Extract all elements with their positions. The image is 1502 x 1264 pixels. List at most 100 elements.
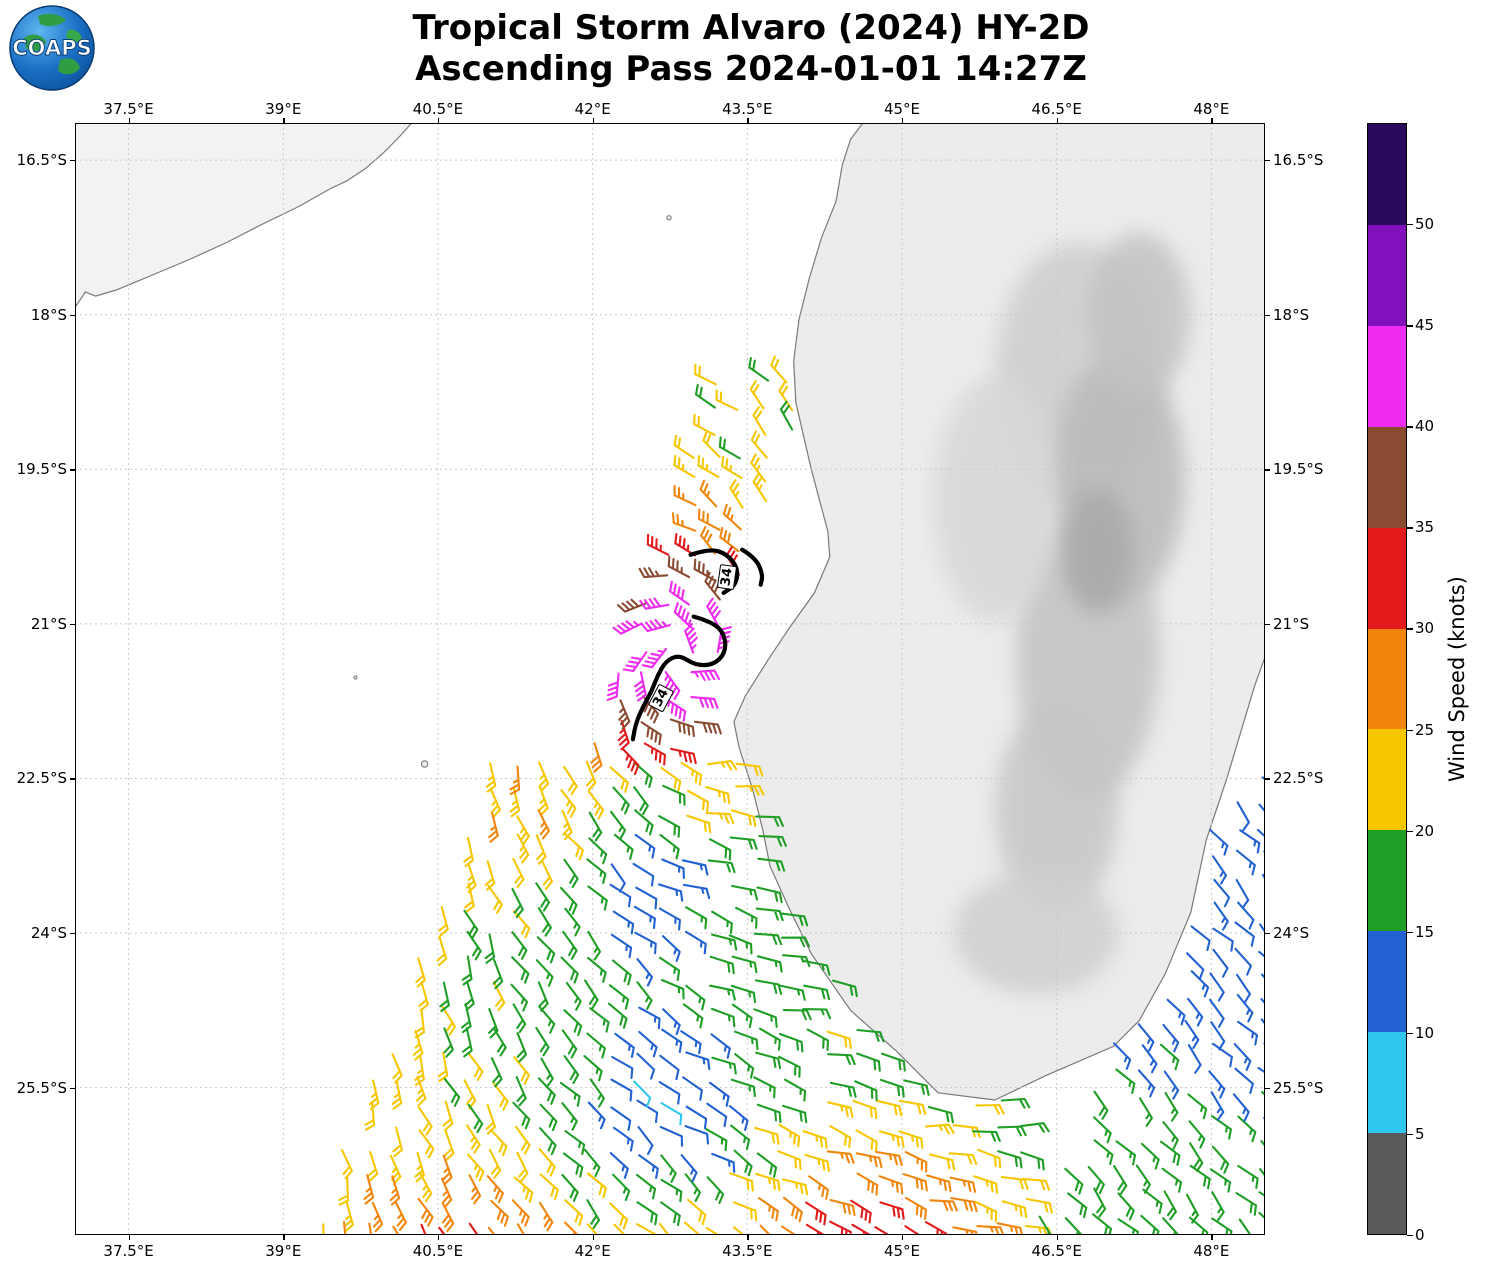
- lon-tick-label-bottom: 45°E: [883, 1242, 921, 1260]
- coaps-logo: COAPS: [8, 4, 96, 92]
- axis-tick-right: [1265, 933, 1270, 935]
- axis-tick-top: [437, 118, 440, 123]
- contour-34kt: [688, 548, 740, 595]
- lat-tick-label-left: 22.5°S: [16, 769, 67, 788]
- axis-tick-top: [1056, 118, 1059, 123]
- axis-tick-right: [1265, 623, 1270, 626]
- lat-tick-label-left: 21°S: [30, 614, 67, 633]
- colorbar-tick-label: 15: [1415, 922, 1435, 941]
- colorbar-label: Wind Speed (knots): [1445, 576, 1469, 782]
- colorbar-segment: [1368, 830, 1406, 932]
- axis-tick-right: [1265, 160, 1270, 162]
- axis-tick-left: [70, 778, 75, 780]
- colorbar-segment: [1368, 628, 1406, 730]
- wind-barbs: [439, 356, 1265, 1235]
- lon-tick-label-top: 48°E: [1193, 100, 1230, 118]
- colorbar-segment: [1368, 1133, 1406, 1234]
- colorbar-tick: [1407, 527, 1413, 529]
- wind-barbs: [322, 355, 1053, 1235]
- title-line-1: Tropical Storm Alvaro (2024) HY-2D: [412, 8, 1090, 48]
- axis-tick-right: [1265, 469, 1270, 471]
- axis-tick-bottom: [1211, 1235, 1213, 1240]
- lat-tick-label-right: 24°S: [1273, 924, 1310, 943]
- contour-34kt: [630, 614, 728, 742]
- axis-tick-top: [747, 118, 749, 123]
- colorbar-segment: [1368, 1032, 1406, 1134]
- africa-land: [75, 123, 413, 309]
- colorbar-segment: [1368, 325, 1406, 427]
- lat-tick-label-left: 19.5°S: [16, 460, 67, 479]
- terrain-shading: [932, 232, 1191, 995]
- colorbar-tick: [1407, 830, 1413, 833]
- axis-tick-top: [128, 118, 130, 123]
- colorbar-tick: [1407, 729, 1413, 731]
- colorbar-tick: [1407, 325, 1413, 327]
- axis-tick-bottom: [437, 1235, 440, 1240]
- lon-tick-label-top: 46.5°E: [1031, 100, 1082, 118]
- axis-tick-top: [592, 118, 595, 123]
- small-island: [666, 215, 672, 221]
- colorbar-tick-label: 5: [1415, 1124, 1425, 1143]
- axis-tick-right: [1265, 1087, 1270, 1090]
- colorbar: [1367, 123, 1407, 1235]
- wind-barbs: [606, 580, 732, 722]
- coaps-globe-icon: COAPS: [9, 5, 95, 91]
- axis-tick-left: [70, 469, 75, 471]
- axis-tick-bottom: [283, 1235, 285, 1240]
- colorbar-segment: [1368, 729, 1406, 831]
- lat-tick-label-right: 18°S: [1273, 305, 1310, 324]
- colorbar-segment: [1368, 224, 1406, 326]
- wind-barbs: [420, 532, 948, 1235]
- lon-tick-label-top: 39°E: [265, 100, 302, 118]
- colorbar-tick-label: 45: [1415, 316, 1435, 335]
- colorbar-tick: [1407, 1235, 1413, 1237]
- axis-tick-left: [70, 623, 75, 626]
- title-line-2: Ascending Pass 2024-01-01 14:27Z: [415, 49, 1087, 90]
- lon-tick-label-top: 37.5°E: [103, 100, 154, 118]
- axis-tick-top: [902, 118, 904, 123]
- lon-tick-label-bottom: 46.5°E: [1031, 1242, 1082, 1260]
- colorbar-tick: [1407, 1032, 1413, 1035]
- contour-34kt: [740, 547, 765, 587]
- colorbar-segment: [1368, 124, 1406, 225]
- colorbar-segment: [1368, 426, 1406, 528]
- lon-tick-label-top: 43.5°E: [722, 100, 773, 118]
- axis-tick-right: [1265, 778, 1270, 780]
- colorbar-tick-label: 40: [1415, 417, 1435, 436]
- lat-tick-label-right: 19.5°S: [1273, 460, 1324, 479]
- axis-tick-bottom: [128, 1235, 130, 1240]
- lat-tick-label-left: 18°S: [30, 305, 67, 324]
- lon-tick-label-bottom: 48°E: [1193, 1242, 1230, 1260]
- axis-tick-top: [1211, 118, 1213, 123]
- lon-tick-label-top: 45°E: [883, 100, 921, 118]
- colorbar-tick-label: 0: [1415, 1226, 1425, 1244]
- colorbar-segment: [1368, 527, 1406, 629]
- contour-label-34: 34: [716, 564, 737, 591]
- axis-tick-bottom: [747, 1235, 749, 1240]
- lat-tick-label-left: 24°S: [30, 924, 67, 943]
- lon-tick-label-bottom: 40.5°E: [412, 1242, 464, 1260]
- coaps-logo-text: COAPS: [12, 36, 91, 60]
- lon-tick-label-bottom: 42°E: [574, 1242, 611, 1260]
- colorbar-tick: [1407, 628, 1413, 630]
- axis-tick-right: [1265, 314, 1270, 317]
- map-plot-area: [75, 123, 1265, 1235]
- lon-tick-label-top: 40.5°E: [412, 100, 464, 118]
- map-canvas: [75, 123, 1265, 1235]
- lat-tick-label-right: 16.5°S: [1273, 151, 1324, 170]
- lat-tick-label-right: 21°S: [1273, 614, 1310, 633]
- axis-tick-bottom: [1056, 1235, 1059, 1240]
- colorbar-tick: [1407, 1133, 1413, 1136]
- axis-tick-left: [70, 1087, 75, 1090]
- wind-barbs: [587, 776, 1265, 1183]
- axis-tick-left: [70, 933, 75, 935]
- colorbar-tick-label: 25: [1415, 720, 1435, 739]
- lon-tick-label-bottom: 39°E: [265, 1242, 302, 1260]
- lat-tick-label-right: 22.5°S: [1273, 769, 1324, 788]
- colorbar-tick-label: 10: [1415, 1023, 1435, 1042]
- small-island: [420, 760, 429, 768]
- lat-tick-label-right: 25.5°S: [1273, 1078, 1324, 1097]
- colorbar-tick: [1407, 224, 1413, 226]
- wind-barbs: [342, 479, 1024, 1235]
